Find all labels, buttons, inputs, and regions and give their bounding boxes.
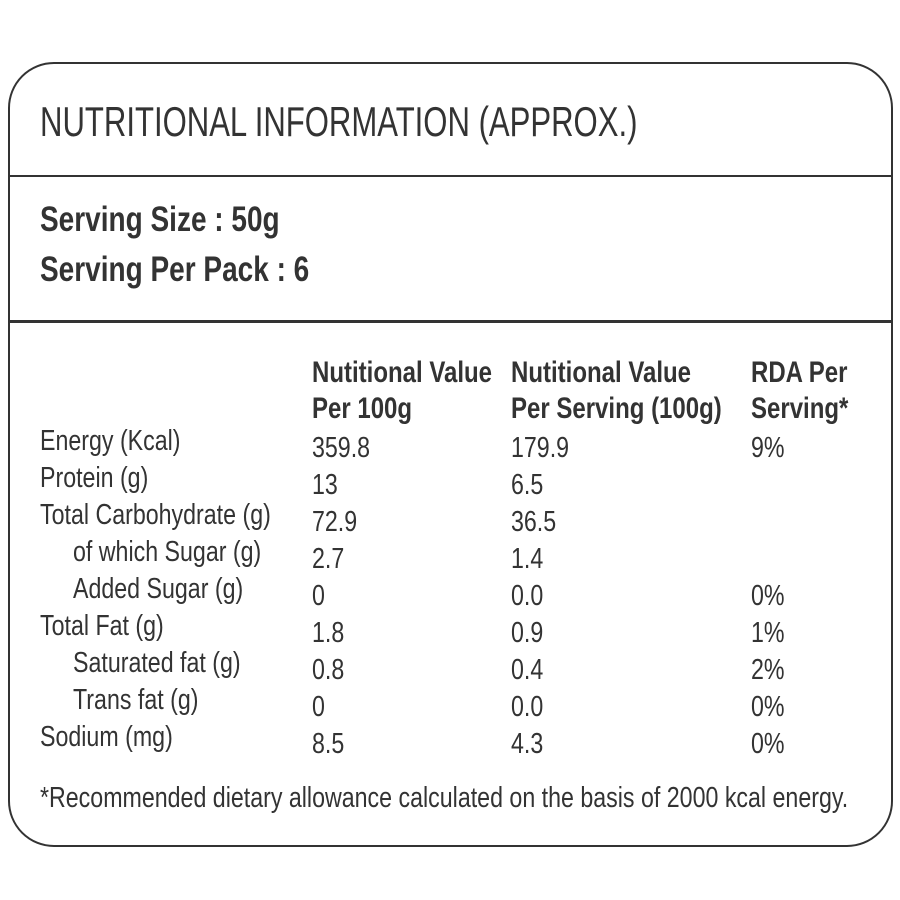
col-header-per-100g-line1: Nutitional Value xyxy=(312,356,493,389)
col-header-rda-line1: RDA Per xyxy=(751,356,848,389)
value-per-100g: 1.8 xyxy=(312,617,345,649)
value-per-serving: 0.0 xyxy=(511,580,544,612)
table-row-sodium: Sodium (mg) 8.5 4.3 0% xyxy=(10,723,891,760)
value-rda: 2% xyxy=(751,654,785,686)
value-per-serving: 4.3 xyxy=(511,728,544,760)
value-per-100g: 0 xyxy=(312,580,325,612)
value-rda: 0% xyxy=(751,691,785,723)
row-label: Added Sugar (g) xyxy=(73,573,244,605)
row-label: Trans fat (g) xyxy=(73,684,199,716)
value-per-100g: 8.5 xyxy=(312,728,345,760)
divider-under-title xyxy=(10,175,891,177)
value-rda: 0% xyxy=(751,580,785,612)
table-row-protein: Protein (g) 13 6.5 xyxy=(10,464,891,501)
table-row-energy: Energy (Kcal) 359.8 179.9 9% xyxy=(10,427,891,464)
rda-footnote: *Recommended dietary allowance calculate… xyxy=(40,782,849,814)
table-row-saturated-fat: Saturated fat (g) 0.8 0.4 2% xyxy=(10,649,891,686)
serving-per-pack-line: Serving Per Pack : 6 xyxy=(40,250,310,289)
label-title-text: NUTRITIONAL INFORMATION (APPROX.) xyxy=(40,98,638,145)
value-per-serving: 6.5 xyxy=(511,469,544,501)
value-per-100g: 13 xyxy=(312,469,338,501)
value-per-serving: 0.9 xyxy=(511,617,544,649)
value-per-serving: 0.0 xyxy=(511,691,544,723)
table-row-total-carbohydrate: Total Carbohydrate (g) 72.9 36.5 xyxy=(10,501,891,538)
table-row-total-fat: Total Fat (g) 1.8 0.9 1% xyxy=(10,612,891,649)
table-row-of-which-sugar: of which Sugar (g) 2.7 1.4 xyxy=(10,538,891,575)
label-panel: NUTRITIONAL INFORMATION (APPROX.) Servin… xyxy=(8,62,893,847)
label-title: NUTRITIONAL INFORMATION (APPROX.) xyxy=(40,98,847,145)
row-label: Total Fat (g) xyxy=(40,610,164,642)
row-label: Total Carbohydrate (g) xyxy=(40,499,271,531)
value-per-100g: 0 xyxy=(312,691,325,723)
value-per-serving: 1.4 xyxy=(511,543,544,575)
value-per-100g: 0.8 xyxy=(312,654,345,686)
value-rda: 9% xyxy=(751,432,785,464)
row-label: Protein (g) xyxy=(40,462,149,494)
row-label: Energy (Kcal) xyxy=(40,425,181,457)
row-label: of which Sugar (g) xyxy=(73,536,262,568)
row-label: Saturated fat (g) xyxy=(73,647,241,679)
col-header-rda-line2: Serving* xyxy=(751,392,849,425)
value-per-serving: 0.4 xyxy=(511,654,544,686)
col-header-per-serving-line1: Nutitional Value xyxy=(511,356,692,389)
serving-size-line: Serving Size : 50g xyxy=(40,200,280,239)
value-rda: 0% xyxy=(751,728,785,760)
divider-under-serving xyxy=(10,320,891,323)
value-per-serving: 36.5 xyxy=(511,506,557,538)
value-per-100g: 72.9 xyxy=(312,506,358,538)
value-per-100g: 2.7 xyxy=(312,543,345,575)
table-row-added-sugar: Added Sugar (g) 0 0.0 0% xyxy=(10,575,891,612)
col-header-per-100g-line2: Per 100g xyxy=(312,392,413,425)
value-per-serving: 179.9 xyxy=(511,432,570,464)
col-header-per-serving-line2: Per Serving (100g) xyxy=(511,392,722,425)
value-per-100g: 359.8 xyxy=(312,432,371,464)
row-label: Sodium (mg) xyxy=(40,721,173,753)
value-rda: 1% xyxy=(751,617,785,649)
table-row-trans-fat: Trans fat (g) 0 0.0 0% xyxy=(10,686,891,723)
